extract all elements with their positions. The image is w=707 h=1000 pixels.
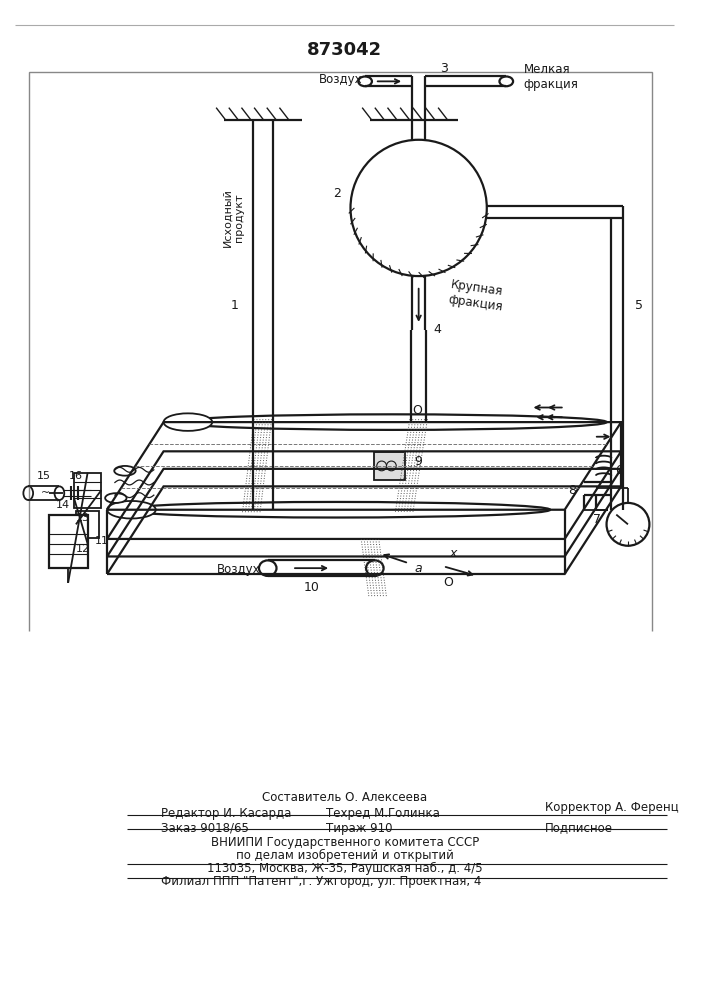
Text: 8: 8 [568, 484, 576, 497]
Text: 14: 14 [57, 500, 70, 510]
Text: по делам изобретений и открытий: по делам изобретений и открытий [235, 849, 454, 862]
Ellipse shape [163, 413, 212, 431]
Ellipse shape [54, 486, 64, 500]
Text: x: x [449, 547, 457, 560]
Text: 1: 1 [230, 299, 238, 312]
Text: O: O [411, 404, 421, 417]
Text: 2: 2 [333, 187, 341, 200]
Text: 113035, Москва, Ж-35, Раушская наб., д. 4/5: 113035, Москва, Ж-35, Раушская наб., д. … [207, 861, 482, 875]
Bar [76, 511, 99, 538]
Circle shape [607, 503, 650, 546]
Ellipse shape [122, 502, 550, 518]
Text: Крупная
фракция: Крупная фракция [448, 278, 506, 313]
Text: Заказ 9018/65: Заказ 9018/65 [160, 822, 249, 835]
Text: Воздух: Воздух [217, 563, 260, 576]
Bar [74, 473, 101, 508]
Text: 16: 16 [69, 471, 83, 481]
Text: ВНИИПИ Государственного комитета СССР: ВНИИПИ Государственного комитета СССР [211, 836, 479, 849]
Text: 4: 4 [433, 323, 441, 336]
Text: Техред М.Голинка: Техред М.Голинка [326, 807, 440, 820]
Text: Исходный
продукт: Исходный продукт [223, 188, 245, 247]
Text: O: O [443, 576, 452, 589]
Ellipse shape [499, 76, 513, 86]
Ellipse shape [107, 501, 156, 518]
Text: 6: 6 [615, 464, 623, 477]
Bar [49, 515, 88, 568]
Text: Тираж 910: Тираж 910 [326, 822, 392, 835]
Text: 873042: 873042 [307, 41, 382, 59]
Ellipse shape [366, 560, 384, 576]
Text: 7: 7 [592, 513, 601, 526]
Text: 5: 5 [635, 299, 643, 312]
Text: a: a [415, 562, 423, 575]
Text: 13: 13 [76, 513, 90, 523]
Text: Мелкая
фракция: Мелкая фракция [524, 63, 578, 91]
Text: Подписное: Подписное [545, 822, 613, 835]
Text: ~: ~ [41, 488, 50, 498]
Ellipse shape [115, 466, 136, 476]
Text: 9: 9 [414, 455, 421, 468]
Ellipse shape [105, 493, 127, 503]
Text: Филиал ППП "Патент",г. Ужгород, ул. Проектная, 4: Филиал ППП "Патент",г. Ужгород, ул. Прое… [160, 875, 481, 888]
Text: Составитель О. Алексеева: Составитель О. Алексеева [262, 791, 427, 804]
Text: Корректор А. Ференц: Корректор А. Ференц [545, 801, 679, 814]
Ellipse shape [178, 414, 607, 430]
Bar [374, 452, 405, 480]
Text: Воздух: Воздух [319, 73, 363, 86]
Text: 15: 15 [37, 471, 51, 481]
Text: 10: 10 [303, 581, 320, 594]
Ellipse shape [358, 76, 372, 86]
Ellipse shape [23, 486, 33, 500]
Text: 12: 12 [76, 544, 90, 554]
Ellipse shape [259, 560, 276, 576]
Text: 3: 3 [440, 62, 448, 75]
Text: 11: 11 [95, 536, 109, 546]
Text: Редактор И. Касарда: Редактор И. Касарда [160, 807, 291, 820]
